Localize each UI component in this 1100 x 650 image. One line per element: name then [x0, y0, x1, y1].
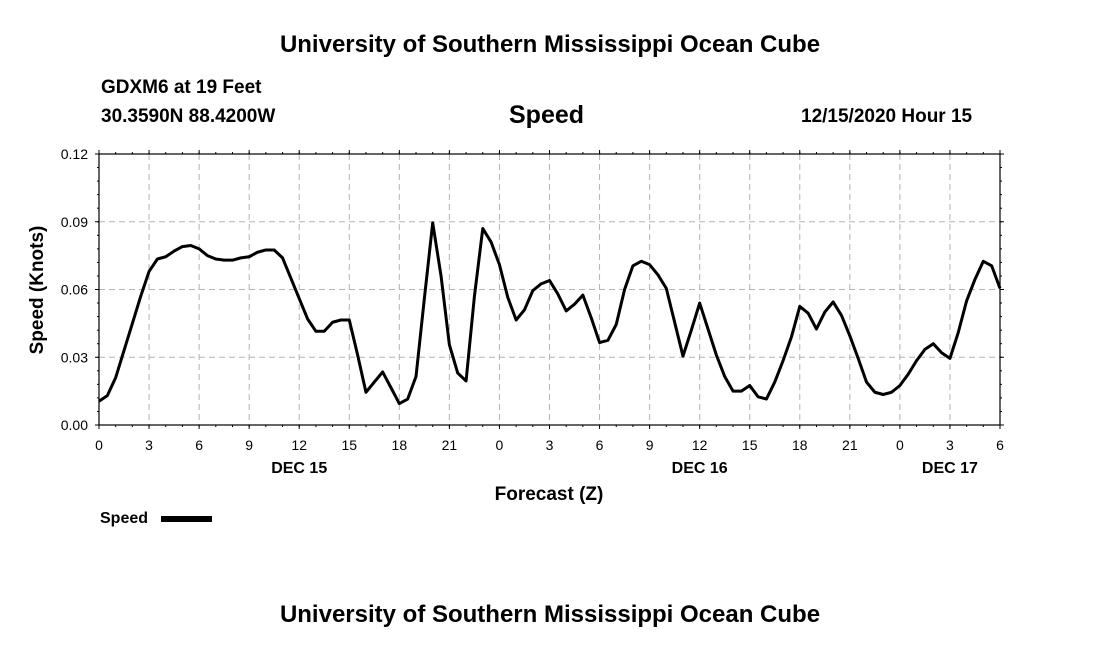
x-tick-label: 3 [546, 437, 554, 453]
legend-swatch [161, 516, 212, 522]
x-tick-label: 21 [842, 437, 858, 453]
y-tick-label: 0.09 [61, 214, 88, 230]
label-layer: 0.00 0.03 0.06 0.09 0.12 0 3 6 9 12 15 18 21 0 3 6 9 12 15… [61, 146, 1004, 477]
y-axis-label: Speed (Knots) [27, 226, 48, 355]
footer-title: University of Southern Mississippi Ocean… [279, 601, 821, 628]
x-tick-label: 12 [692, 437, 708, 453]
y-tick-label: 0.06 [61, 282, 88, 298]
x-tick-label: 3 [145, 437, 153, 453]
x-tick-label: 0 [896, 437, 904, 453]
y-tick-label: 0.03 [61, 349, 88, 365]
y-tick-label: 0.00 [61, 417, 88, 433]
station-label: GDXM6 at 19 Feet [101, 77, 262, 98]
legend-label: Speed [100, 510, 149, 527]
date-label: DEC 15 [271, 460, 327, 477]
date-label: DEC 17 [922, 460, 978, 477]
speed-series-line [98, 221, 1002, 406]
date-label: DEC 16 [672, 460, 728, 477]
x-tick-label: 6 [996, 437, 1004, 453]
x-tick-label: 9 [646, 437, 654, 453]
x-tick-label: 6 [195, 437, 203, 453]
x-tick-label: 21 [442, 437, 458, 453]
x-tick-label: 15 [341, 437, 357, 453]
x-tick-label: 3 [946, 437, 954, 453]
x-tick-label: 9 [245, 437, 253, 453]
speed-chart: 0.00 0.03 0.06 0.09 0.12 0 3 6 9 12 15 18 21 0 3 6 9 12 15… [27, 146, 1004, 505]
x-tick-label: 0 [95, 437, 103, 453]
y-tick-label: 0.12 [61, 146, 88, 162]
tick-layer [95, 150, 1004, 429]
page-title: University of Southern Mississippi Ocean… [279, 31, 821, 58]
x-tick-label: 18 [792, 437, 808, 453]
x-tick-label: 15 [742, 437, 758, 453]
x-tick-label: 12 [291, 437, 307, 453]
grid-layer [99, 154, 1000, 425]
station-coords: 30.3590N 88.4200W [101, 106, 276, 127]
x-tick-label: 18 [392, 437, 408, 453]
x-tick-label: 6 [596, 437, 604, 453]
x-axis-label: Forecast (Z) [495, 484, 604, 505]
x-tick-label: 0 [496, 437, 504, 453]
chart-title: Speed [509, 101, 585, 129]
issued-timestamp: 12/15/2020 Hour 15 [801, 106, 973, 127]
